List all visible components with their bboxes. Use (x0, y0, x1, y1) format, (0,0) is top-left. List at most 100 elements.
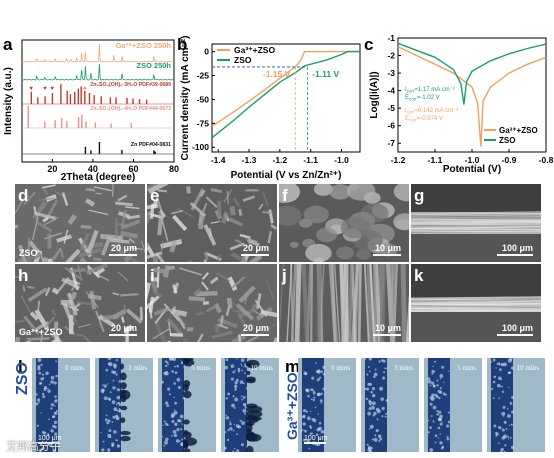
electrode-speck (100, 431, 102, 434)
electrode-speck (376, 409, 381, 414)
sem-flake (36, 300, 41, 317)
electrode-speck (115, 373, 118, 376)
sem-flake (120, 209, 127, 230)
sem-flake (51, 287, 60, 295)
electrode-speck (310, 388, 312, 391)
sem-flake (112, 292, 120, 296)
dendrite (183, 448, 191, 452)
sem-plate (380, 264, 386, 342)
sem-flake (79, 232, 90, 252)
sem-flake (121, 316, 125, 323)
electrode-speck (368, 399, 371, 403)
electrode-speck (501, 390, 505, 394)
sem-grain (313, 257, 324, 262)
sem-substrate (411, 234, 541, 262)
electrode-speck (427, 377, 431, 381)
sem-flake (186, 327, 194, 332)
electrode-speck (365, 397, 369, 401)
sem-flake (232, 309, 244, 313)
electrode-speck (499, 368, 502, 372)
sem-flake (117, 271, 129, 282)
time-label: 0 mins (331, 364, 350, 372)
sem-flake (155, 252, 168, 262)
sem-sample-label: Ga³⁺+ZSO (19, 327, 63, 337)
optical-texture (161, 358, 197, 452)
electrode-speck (440, 447, 444, 450)
scale-bar (497, 334, 533, 336)
electrode-speck (492, 358, 496, 362)
electrode-speck (116, 439, 119, 442)
electrode-speck (313, 396, 316, 399)
sem-grain (313, 184, 333, 196)
time-label: 5 mins (191, 364, 210, 372)
electrode-speck (41, 392, 45, 396)
electrode-speck (236, 358, 238, 360)
sem-flake (140, 306, 143, 321)
sem-flake (157, 214, 164, 236)
electrode-speck (439, 374, 444, 378)
electrode-speck (112, 415, 116, 419)
electrode-speck (447, 411, 450, 414)
scale-bar-label: 100 μm (501, 243, 533, 253)
electrode-speck (310, 398, 313, 401)
sem-grain (316, 227, 338, 243)
electrode-speck (382, 376, 386, 380)
sem-flake (268, 209, 274, 224)
watermark: 艾邦高分子 (6, 441, 61, 453)
sem-flake (216, 272, 231, 282)
electrode-speck (166, 361, 169, 364)
sem-grain (336, 246, 354, 260)
sem-flake (162, 264, 171, 278)
tafel-annotation-ga-value2: =-0.974 V (417, 116, 443, 122)
electrode-speck (225, 397, 228, 400)
electrode-speck (174, 422, 178, 427)
electrode-speck (497, 383, 501, 388)
sem-flake (78, 323, 92, 328)
optical-image-l-2: 5 mins (158, 358, 216, 452)
sem-flake (147, 251, 163, 260)
sem-image-k: 100 μm (411, 264, 541, 342)
sem-flake (152, 267, 166, 274)
sem-flake (273, 337, 277, 342)
electrode-speck (102, 440, 105, 443)
electrode-speck (312, 391, 316, 395)
tafel-xlabel: Potential (V) (443, 164, 501, 175)
electrode-speck (497, 362, 501, 366)
lsv-xtick-label: -1.2 (273, 155, 288, 165)
electrode-speck (437, 389, 441, 394)
electrode-speck (380, 397, 385, 401)
electrode-speck (36, 424, 39, 427)
sem-plate (294, 264, 302, 342)
electrode-speck (302, 414, 306, 418)
electrode-speck (105, 414, 108, 417)
sem-flake (211, 330, 233, 339)
electrode-speck (311, 418, 315, 421)
electrode-speck (510, 359, 512, 362)
tafel-legend-label: ZSO (499, 136, 515, 145)
sem-flake (226, 297, 233, 309)
lsv-series-line (211, 50, 360, 139)
tafel-ylabel: Log(|i(A)|) (369, 71, 380, 118)
electrode-speck (115, 416, 120, 421)
sem-flake (239, 233, 251, 239)
sem-flake (80, 224, 92, 229)
tafel-xtick-label: -1.2 (391, 155, 406, 165)
sem-flake (244, 293, 248, 305)
sem-flake (232, 197, 241, 207)
sem-plate (357, 264, 362, 342)
electrode-speck (367, 366, 370, 368)
sem-flake (15, 198, 25, 214)
sem-flake (167, 321, 172, 336)
tafel-annotation-zso-sub2: corr (409, 97, 417, 102)
electrode-speck (167, 387, 171, 391)
sem-flake (43, 188, 48, 196)
sem-image-f: 10 μm (279, 184, 409, 262)
xrd-series-label: Zn₄SO₄(OH)₆·3H₂O PDF#39-0689 (90, 82, 171, 88)
electrode-speck (240, 443, 244, 447)
electrode-speck (230, 364, 235, 368)
sem-flake (152, 328, 170, 340)
dendrite (120, 382, 127, 390)
electrode-speck (384, 367, 387, 370)
lsv-annotation-zso: -1.11 V (312, 69, 339, 79)
sem-flake (103, 314, 119, 321)
